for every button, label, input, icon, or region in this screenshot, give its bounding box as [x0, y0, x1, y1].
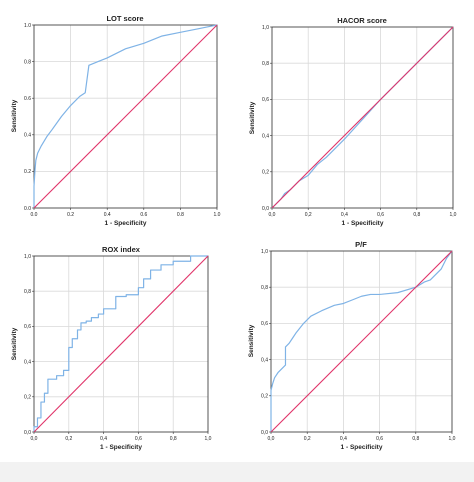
x-tick-label: 0,6 [377, 212, 384, 218]
y-tick-label: 1,0 [261, 249, 268, 255]
x-tick-label: 0.0 [31, 212, 38, 218]
x-tick-label: 0.2 [67, 212, 74, 218]
y-axis-label: Sensitivity [248, 324, 255, 357]
y-tick-label: 0,4 [262, 133, 269, 139]
y-tick-label: 0,4 [261, 357, 268, 363]
x-tick-label: 1.0 [214, 212, 221, 218]
x-tick-label: 0,2 [305, 212, 312, 218]
y-tick-label: 0,0 [262, 206, 269, 212]
y-axis-label: Sensitivity [11, 99, 18, 132]
y-tick-label: 0,8 [24, 289, 31, 295]
x-tick-label: 0,8 [412, 436, 419, 442]
x-tick-label: 0,6 [376, 436, 383, 442]
x-tick-label: 0,2 [304, 436, 311, 442]
roc-panel-4: 0,0 0,2 0,4 0,6 0,8 1,0 0,0 0,2 0,4 0,6 0,8 1,0 P/F 1… [248, 240, 456, 451]
x-axis-label: 1 - Specificity [342, 220, 384, 227]
y-tick-label: 0,6 [262, 97, 269, 103]
roc-panel-2: 0,0 0,2 0,4 0,6 0,8 1,0 0,0 0,2 0,4 0,6 0,8 1,0 HACO… [249, 16, 457, 227]
y-axis-label: Sensitivity [249, 101, 256, 134]
x-axis-label: 1 - Specificity [100, 444, 142, 451]
y-tick-label: 0,2 [24, 395, 31, 401]
x-tick-label: 0.4 [104, 212, 111, 218]
y-tick-label: 0.6 [24, 96, 31, 102]
reference-diagonal-line [33, 255, 209, 433]
chart-title: HACOR score [337, 16, 387, 25]
chart-title: P/F [355, 240, 367, 249]
chart-title: LOT score [106, 14, 143, 23]
roc-panel-3: 0,0 0,2 0,4 0,6 0,8 1,0 0,0 0,2 0,4 0,6 0,8 1,0 ROX … [11, 245, 212, 451]
x-tick-label: 0,8 [413, 212, 420, 218]
x-axis-label: 1 - Specificity [341, 444, 383, 451]
plot-frame [271, 26, 454, 209]
y-tick-label: 0.2 [24, 169, 31, 175]
x-tick-label: 1,0 [449, 436, 456, 442]
roc-curve-line [33, 24, 218, 208]
x-tick-label: 0,4 [100, 436, 107, 442]
reference-diagonal-line [271, 26, 454, 209]
plot-frame [33, 255, 209, 433]
y-tick-label: 0,6 [261, 321, 268, 327]
x-tick-label: 0,0 [269, 212, 276, 218]
x-tick-label: 0,4 [340, 436, 347, 442]
x-tick-label: 0,2 [65, 436, 72, 442]
y-tick-label: 0.8 [24, 59, 31, 65]
reference-diagonal-line [270, 250, 453, 433]
y-tick-label: 1.0 [24, 23, 31, 29]
x-tick-label: 1,0 [205, 436, 212, 442]
y-tick-label: 0,2 [262, 170, 269, 176]
y-tick-label: 0.0 [24, 206, 31, 212]
plot-frame [270, 250, 453, 433]
y-tick-label: 0,8 [262, 61, 269, 67]
y-tick-label: 0,0 [24, 430, 31, 436]
x-tick-label: 0.6 [140, 212, 147, 218]
y-tick-label: 0,6 [24, 324, 31, 330]
roc-curve-line [270, 250, 453, 432]
y-tick-label: 1,0 [262, 25, 269, 31]
x-tick-label: 0.8 [177, 212, 184, 218]
x-tick-label: 0,8 [170, 436, 177, 442]
plot-frame [33, 24, 218, 209]
roc-curve-line [33, 255, 208, 432]
chart-title: ROX index [102, 245, 141, 254]
y-axis-label: Sensitivity [11, 327, 18, 360]
x-tick-label: 0,6 [135, 436, 142, 442]
y-tick-label: 0,4 [24, 359, 31, 365]
y-tick-label: 0.4 [24, 133, 31, 139]
reference-diagonal-line [33, 24, 218, 209]
x-axis-label: 1 - Specificity [105, 220, 147, 227]
y-tick-label: 1,0 [24, 254, 31, 260]
y-tick-label: 0,0 [261, 430, 268, 436]
x-tick-label: 1,0 [450, 212, 457, 218]
x-tick-label: 0,4 [341, 212, 348, 218]
bottom-band [0, 462, 474, 482]
y-tick-label: 0,8 [261, 285, 268, 291]
x-tick-label: 0,0 [31, 436, 38, 442]
roc-panel-1: 0.0 0.2 0.4 0.6 0.8 1.0 0.0 0.2 0.4 0.6 0.8 1.0 LOT … [11, 14, 221, 227]
x-tick-label: 0,0 [268, 436, 275, 442]
y-tick-label: 0,2 [261, 394, 268, 400]
